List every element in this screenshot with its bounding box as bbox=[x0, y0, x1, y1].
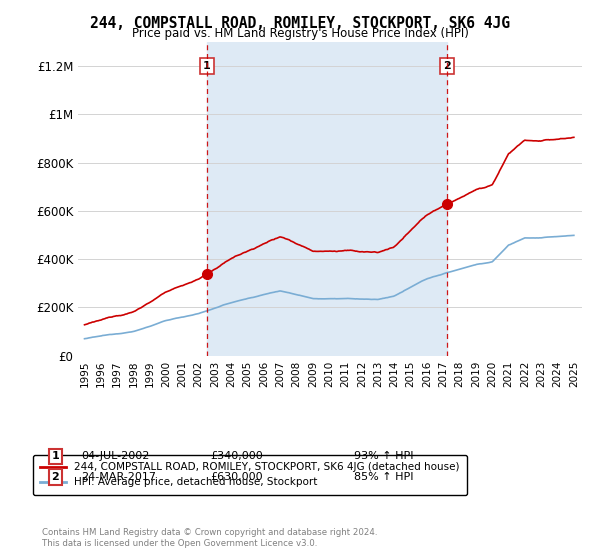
Text: £630,000: £630,000 bbox=[210, 472, 263, 482]
Legend: 244, COMPSTALL ROAD, ROMILEY, STOCKPORT, SK6 4JG (detached house), HPI: Average : 244, COMPSTALL ROAD, ROMILEY, STOCKPORT,… bbox=[33, 455, 467, 494]
Text: 244, COMPSTALL ROAD, ROMILEY, STOCKPORT, SK6 4JG: 244, COMPSTALL ROAD, ROMILEY, STOCKPORT,… bbox=[90, 16, 510, 31]
Text: 24-MAR-2017: 24-MAR-2017 bbox=[81, 472, 156, 482]
Text: Contains HM Land Registry data © Crown copyright and database right 2024.
This d: Contains HM Land Registry data © Crown c… bbox=[42, 528, 377, 548]
Text: 1: 1 bbox=[203, 61, 211, 71]
Text: 85% ↑ HPI: 85% ↑ HPI bbox=[354, 472, 413, 482]
Text: 2: 2 bbox=[52, 472, 59, 482]
Text: 04-JUL-2002: 04-JUL-2002 bbox=[81, 451, 149, 461]
Text: 2: 2 bbox=[443, 61, 451, 71]
Bar bbox=[207, 42, 447, 356]
Text: 93% ↑ HPI: 93% ↑ HPI bbox=[354, 451, 413, 461]
Text: Price paid vs. HM Land Registry's House Price Index (HPI): Price paid vs. HM Land Registry's House … bbox=[131, 27, 469, 40]
Text: £340,000: £340,000 bbox=[210, 451, 263, 461]
Text: 1: 1 bbox=[52, 451, 59, 461]
